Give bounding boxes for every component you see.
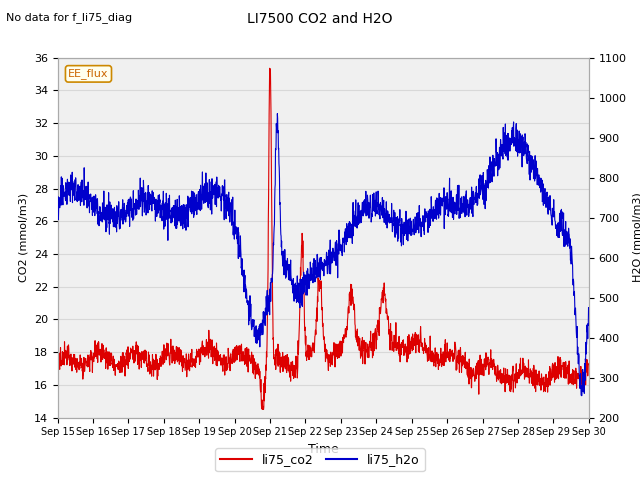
- Legend: li75_co2, li75_h2o: li75_co2, li75_h2o: [215, 448, 425, 471]
- Y-axis label: CO2 (mmol/m3): CO2 (mmol/m3): [18, 193, 28, 282]
- Y-axis label: H2O (mmol/m3): H2O (mmol/m3): [632, 193, 640, 282]
- Text: No data for f_li75_diag: No data for f_li75_diag: [6, 12, 132, 23]
- X-axis label: Time: Time: [308, 443, 339, 456]
- Text: EE_flux: EE_flux: [68, 68, 109, 79]
- Text: LI7500 CO2 and H2O: LI7500 CO2 and H2O: [247, 12, 393, 26]
